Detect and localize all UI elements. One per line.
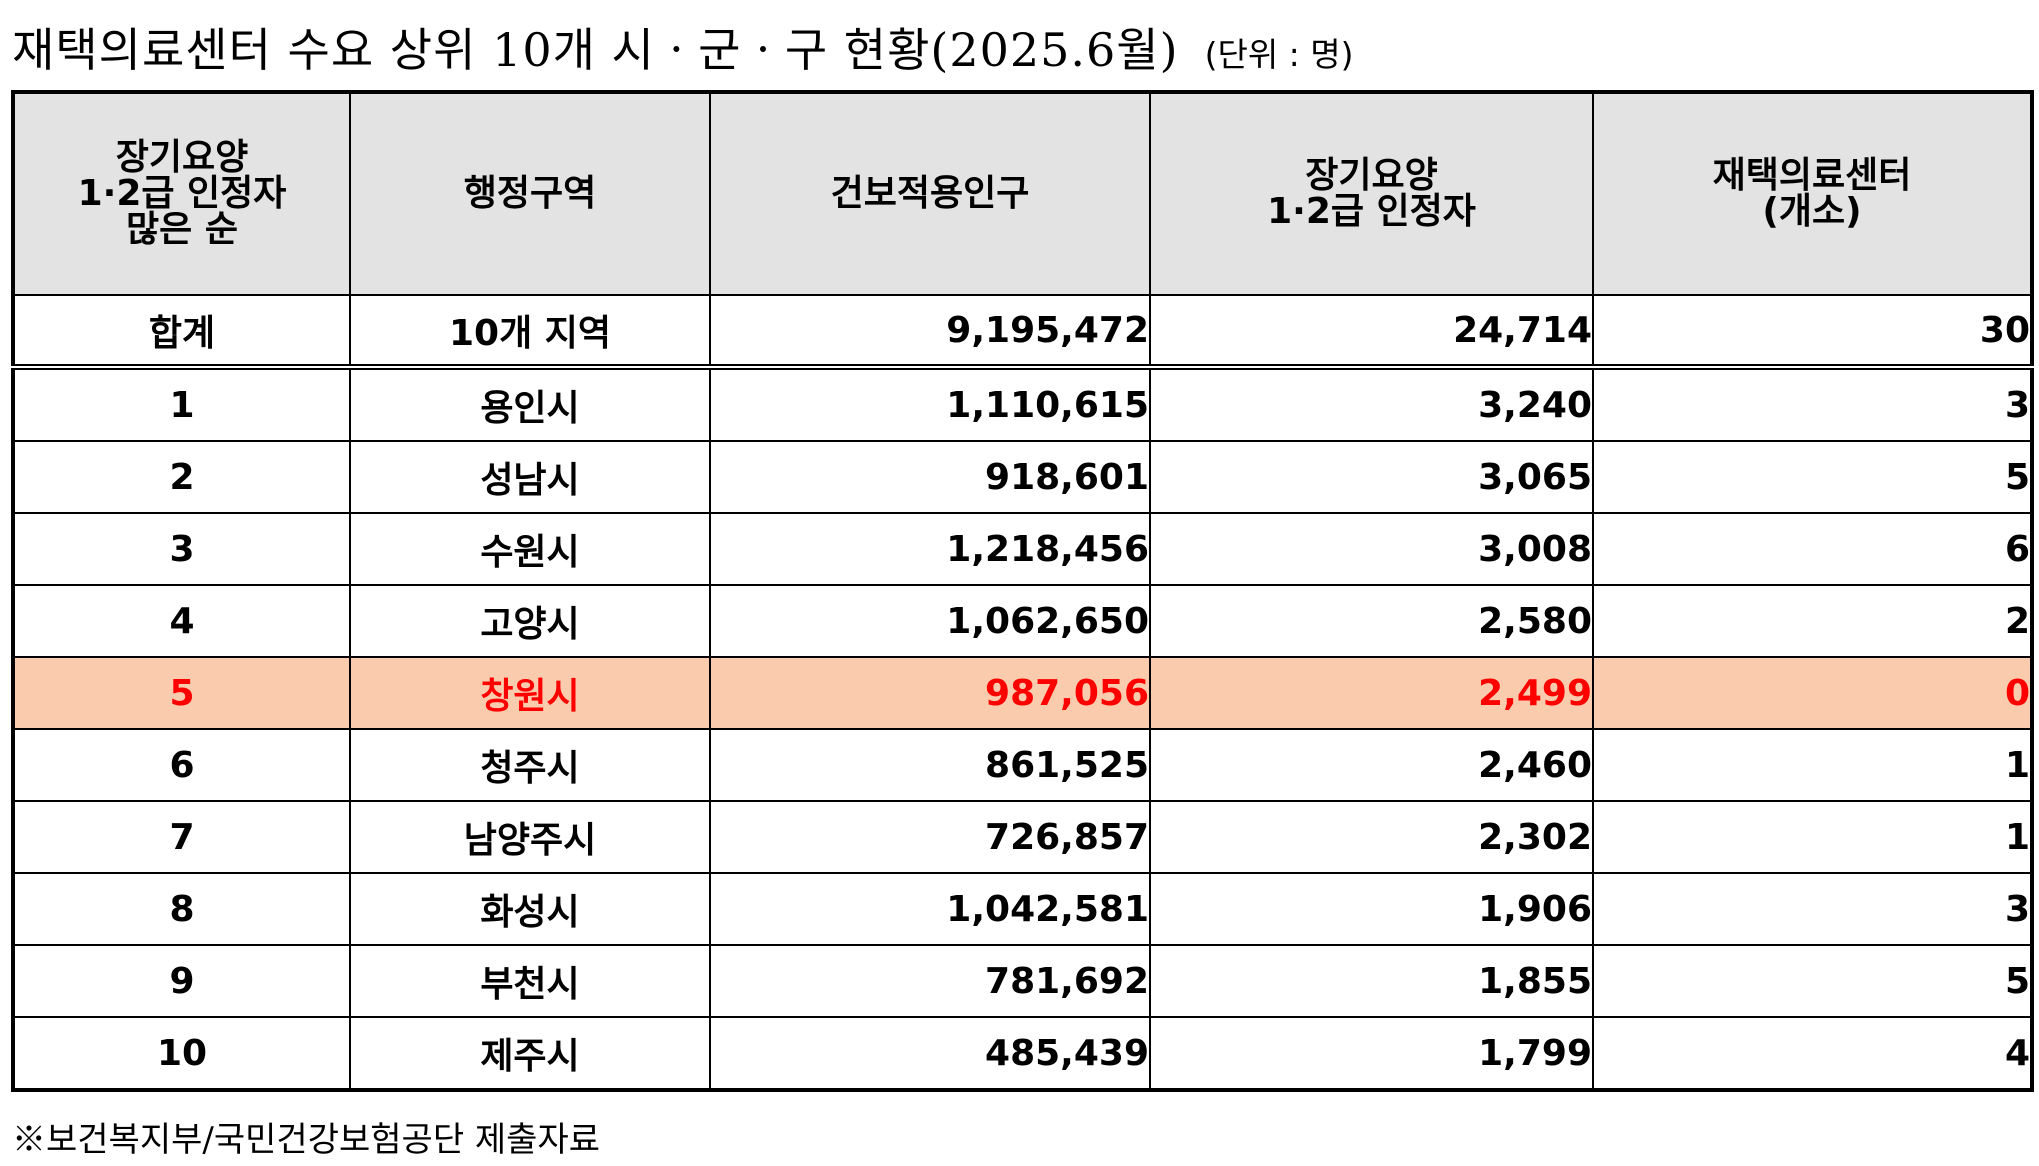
row-centers: 1 [1592,728,2033,802]
table-row: 9 부천시 781,692 1,855 5 [12,944,2033,1018]
header-rank: 장기요양 1·2급 인정자 많은 순 [12,91,351,296]
row-recipients: 1,906 [1149,872,1594,946]
row-recipients: 2,460 [1149,728,1594,802]
total-region: 10개 지역 [349,294,711,370]
header-row: 장기요양 1·2급 인정자 많은 순 행정구역 건보적용인구 장기요양 1·2급… [12,91,2033,296]
row-rank: 8 [12,872,351,946]
row-rank: 9 [12,944,351,1018]
row-centers: 5 [1592,440,2033,514]
row-centers: 0 [1592,656,2033,730]
row-region: 수원시 [349,512,711,586]
row-centers: 1 [1592,800,2033,874]
unit-note: (단위 : 명) [1204,35,1354,74]
header-recipients: 장기요양 1·2급 인정자 [1149,91,1594,296]
row-centers: 2 [1592,584,2033,658]
row-recipients: 2,580 [1149,584,1594,658]
row-recipients: 3,240 [1149,366,1594,442]
table-row: 1 용인시 1,110,615 3,240 3 [12,366,2033,442]
row-rank: 7 [12,800,351,874]
row-region: 창원시 [349,656,711,730]
table-row: 3 수원시 1,218,456 3,008 6 [12,512,2033,586]
header-region: 행정구역 [349,91,711,296]
row-region: 성남시 [349,440,711,514]
row-recipients: 3,008 [1149,512,1594,586]
page-title: 재택의료센터 수요 상위 10개 시ㆍ군ㆍ구 현황(2025.6월) [12,23,1179,77]
row-rank: 10 [12,1016,351,1091]
table-row: 2 성남시 918,601 3,065 5 [12,440,2033,514]
row-centers: 5 [1592,944,2033,1018]
row-centers: 3 [1592,366,2033,442]
row-centers: 6 [1592,512,2033,586]
row-centers: 4 [1592,1016,2033,1091]
row-region: 남양주시 [349,800,711,874]
total-row: 합계 10개 지역 9,195,472 24,714 30 [12,294,2033,370]
row-region: 제주시 [349,1016,711,1091]
row-population: 485,439 [709,1016,1151,1091]
row-region: 부천시 [349,944,711,1018]
row-region: 화성시 [349,872,711,946]
row-rank: 5 [12,656,351,730]
total-recipients: 24,714 [1149,294,1594,370]
row-recipients: 2,302 [1149,800,1594,874]
row-recipients: 1,799 [1149,1016,1594,1091]
row-recipients: 2,499 [1149,656,1594,730]
row-region: 청주시 [349,728,711,802]
row-population: 1,110,615 [709,366,1151,442]
table-row: 10 제주시 485,439 1,799 4 [12,1016,2033,1091]
row-rank: 4 [12,584,351,658]
row-rank: 6 [12,728,351,802]
title-row: 재택의료센터 수요 상위 10개 시ㆍ군ㆍ구 현황(2025.6월) (단위 :… [12,14,1354,77]
row-rank: 2 [12,440,351,514]
row-population: 1,062,650 [709,584,1151,658]
source-footnote: ※보건복지부/국민건강보험공단 제출자료 [12,1120,601,1160]
row-rank: 1 [12,366,351,442]
total-population: 9,195,472 [709,294,1151,370]
total-rank: 합계 [12,294,351,370]
header-centers: 재택의료센터 (개소) [1592,91,2033,296]
data-table: 장기요양 1·2급 인정자 많은 순 행정구역 건보적용인구 장기요양 1·2급… [11,90,2034,1092]
row-centers: 3 [1592,872,2033,946]
row-population: 726,857 [709,800,1151,874]
row-recipients: 3,065 [1149,440,1594,514]
row-population: 987,056 [709,656,1151,730]
row-population: 781,692 [709,944,1151,1018]
total-centers: 30 [1592,294,2033,370]
table-row: 4 고양시 1,062,650 2,580 2 [12,584,2033,658]
row-region: 고양시 [349,584,711,658]
table-row: 8 화성시 1,042,581 1,906 3 [12,872,2033,946]
row-population: 861,525 [709,728,1151,802]
table-row: 7 남양주시 726,857 2,302 1 [12,800,2033,874]
row-population: 1,218,456 [709,512,1151,586]
table-row-highlighted: 5 창원시 987,056 2,499 0 [12,656,2033,730]
row-population: 1,042,581 [709,872,1151,946]
row-recipients: 1,855 [1149,944,1594,1018]
row-rank: 3 [12,512,351,586]
header-population: 건보적용인구 [709,91,1151,296]
row-population: 918,601 [709,440,1151,514]
table-row: 6 청주시 861,525 2,460 1 [12,728,2033,802]
row-region: 용인시 [349,366,711,442]
